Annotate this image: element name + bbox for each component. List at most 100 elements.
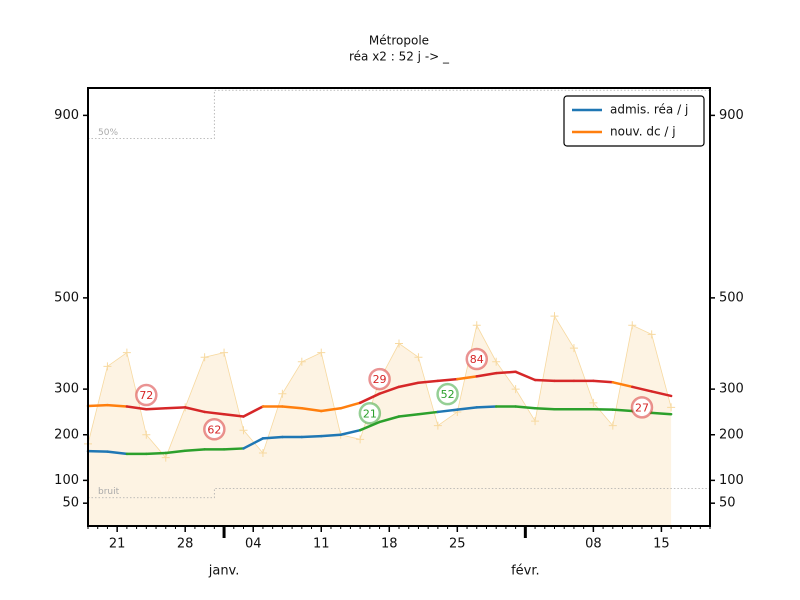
annotation-label: 84 [470,353,484,366]
y-tick-label: 300 [54,382,79,397]
daily-cross [472,321,481,330]
series-segment [378,385,401,395]
x-tick-label: 25 [449,537,466,552]
chart-subtitle: réa x2 : 52 j -> _ [349,50,450,64]
legend-box [563,95,705,147]
annotation-label: 52 [441,388,455,401]
series-segment [475,405,498,409]
daily-cross [492,357,501,366]
y-tick-label: 900 [719,108,744,123]
series-segment [242,405,265,418]
y-tick-label: 300 [719,382,744,397]
daily-cross [142,430,151,439]
daily-cross [550,312,559,321]
y-tick-label: 100 [719,473,744,488]
annotation-bubble [358,402,382,425]
x-tick-label: 18 [381,537,398,552]
series-segment [106,450,129,456]
series-segment [203,410,226,416]
daily-cross [200,353,209,362]
series-segment [339,428,362,436]
series-segment [436,377,459,383]
series-segment [300,407,323,413]
series-segment [164,449,187,455]
daily-cross [569,344,578,353]
annotation-label: 27 [635,401,649,414]
series-segment [358,420,381,432]
chart-title: Métropole [369,34,429,48]
y-tick-label: 500 [54,290,79,305]
series-segment [339,401,362,410]
series-segment [358,392,381,405]
series-segment [261,435,284,440]
daily-cross [667,403,676,412]
daily-cross [239,426,248,435]
daily-cross [278,389,287,398]
series-segment [611,381,634,389]
daily-cross [395,339,403,348]
daily-cross [220,348,229,357]
series-segment [397,381,420,389]
series-segment [242,437,265,450]
x-month-label: févr. [511,564,540,579]
daily-cross [433,421,442,430]
annotation-bubble [203,418,226,441]
y-tick-label: 100 [54,473,79,488]
series-segment [320,433,342,438]
series-segment [222,447,245,451]
annotation-bubble [436,382,459,406]
series-segment [514,370,537,382]
annotation-bubble [465,347,488,371]
y-tick-label: 50 [62,496,79,511]
series-segment [514,405,537,410]
annotation-bubble [135,383,158,407]
series-segment [417,379,440,384]
x-tick-label: 28 [177,537,194,552]
series-segment [125,405,148,411]
reference-label: bruit [98,487,120,497]
daily-cross [608,421,617,430]
series-segment [300,434,323,439]
reference-line [88,89,710,140]
y-tick-label: 200 [719,427,744,442]
daily-cross [258,449,267,457]
series-segment [145,407,167,411]
series-segment [533,407,556,411]
annotation-label: 21 [363,407,377,420]
series-segment [611,408,634,413]
legend-label: admis. réa / j [610,103,688,117]
series-segment [456,406,478,411]
series-segment [86,403,109,408]
series-segment [631,385,653,393]
daily-cross [647,330,656,339]
series-segment [436,408,459,414]
series-segment [592,379,615,384]
series-segment [183,406,206,414]
reference-label: 50% [98,128,118,138]
y-tick-label: 500 [719,290,744,305]
annotation-bubble [368,367,391,391]
series-segment [650,390,673,398]
daily-cross [161,453,170,462]
series-segment [145,451,167,456]
y-tick-label: 900 [54,108,79,123]
x-tick-label: 08 [585,537,602,552]
series-segment [183,448,206,452]
daily-cross [317,348,326,357]
daily-cross [531,417,540,426]
reference-line [88,488,710,499]
x-tick-label: 21 [109,537,126,552]
x-tick-label: 11 [313,537,330,552]
daily-cross [511,385,520,394]
series-segment [475,371,498,378]
daily-cross [414,353,423,362]
series-segment [378,415,401,424]
series-segment [222,412,245,418]
series-segment [494,370,517,375]
annotation-label: 72 [139,389,153,402]
series-segment [397,412,420,418]
x-tick-label: 15 [653,537,670,552]
daily-cross [122,348,131,357]
